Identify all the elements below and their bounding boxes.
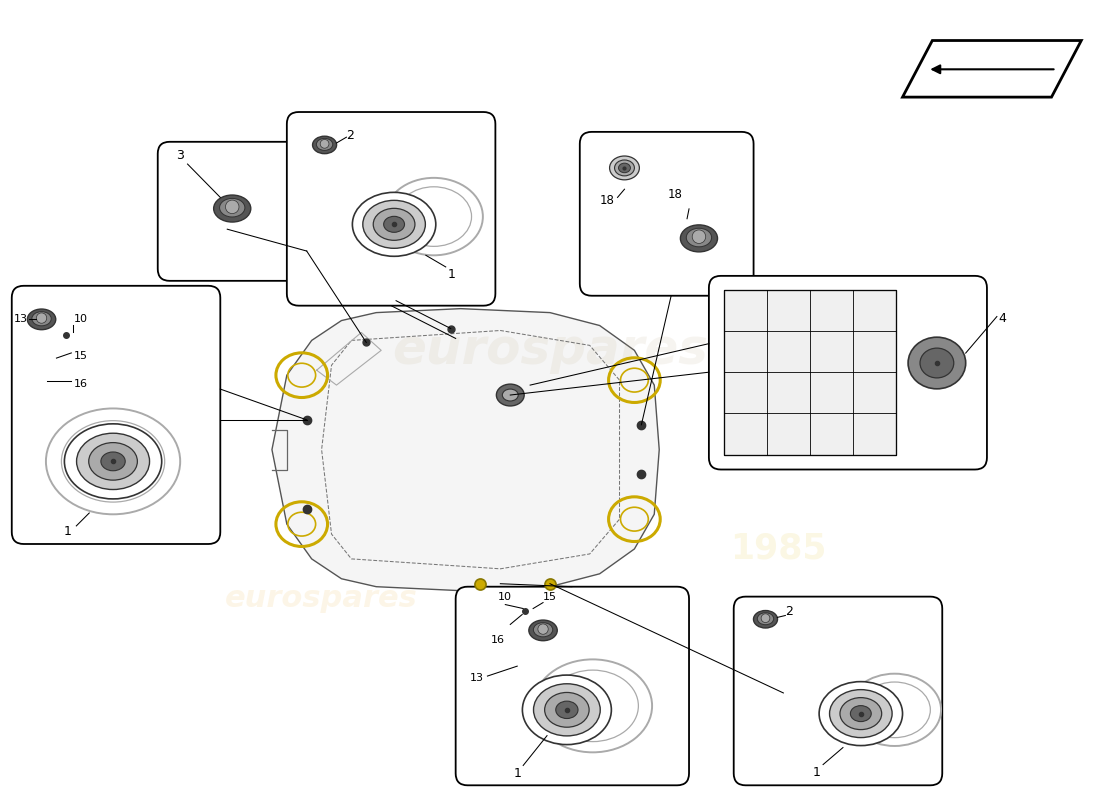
Circle shape — [692, 230, 706, 243]
FancyBboxPatch shape — [12, 286, 220, 544]
Ellipse shape — [848, 674, 942, 746]
Ellipse shape — [534, 659, 652, 752]
Text: eurospares: eurospares — [226, 584, 418, 613]
Polygon shape — [902, 41, 1081, 97]
Text: 1: 1 — [448, 268, 455, 281]
Ellipse shape — [609, 156, 639, 180]
Ellipse shape — [522, 675, 612, 745]
Text: 13: 13 — [14, 314, 28, 324]
Ellipse shape — [496, 384, 525, 406]
Circle shape — [320, 139, 329, 148]
Text: 3: 3 — [176, 150, 184, 162]
Ellipse shape — [556, 701, 578, 718]
Ellipse shape — [615, 160, 635, 176]
Ellipse shape — [757, 613, 773, 625]
Ellipse shape — [352, 192, 436, 256]
Ellipse shape — [373, 208, 415, 240]
Ellipse shape — [920, 348, 954, 378]
Text: 1: 1 — [64, 525, 72, 538]
Text: 18: 18 — [600, 194, 615, 207]
Ellipse shape — [32, 312, 52, 326]
Ellipse shape — [28, 309, 56, 330]
Ellipse shape — [77, 434, 150, 490]
Text: 15: 15 — [74, 350, 87, 361]
Ellipse shape — [101, 452, 125, 470]
Ellipse shape — [503, 389, 518, 401]
Text: 4: 4 — [999, 312, 1007, 325]
Ellipse shape — [312, 136, 337, 154]
Ellipse shape — [686, 228, 712, 247]
Text: 10: 10 — [497, 592, 512, 602]
Ellipse shape — [820, 682, 902, 746]
Text: 16: 16 — [491, 635, 505, 646]
FancyBboxPatch shape — [708, 276, 987, 470]
FancyBboxPatch shape — [734, 597, 943, 786]
Text: 15: 15 — [543, 592, 557, 602]
Ellipse shape — [363, 200, 426, 248]
Text: eurospares: eurospares — [392, 326, 708, 374]
Ellipse shape — [65, 424, 162, 499]
Text: 2: 2 — [785, 606, 793, 618]
Text: a parts: a parts — [387, 192, 455, 211]
Text: 1: 1 — [514, 767, 521, 780]
Ellipse shape — [544, 693, 590, 727]
Polygon shape — [272, 309, 659, 590]
Circle shape — [761, 614, 770, 622]
Text: 13: 13 — [470, 673, 484, 683]
Ellipse shape — [385, 178, 483, 255]
FancyBboxPatch shape — [157, 142, 307, 281]
Ellipse shape — [529, 620, 558, 641]
FancyBboxPatch shape — [580, 132, 754, 296]
Circle shape — [538, 624, 548, 634]
Ellipse shape — [754, 610, 778, 628]
FancyBboxPatch shape — [455, 586, 689, 786]
Ellipse shape — [213, 195, 251, 222]
Ellipse shape — [534, 622, 552, 637]
Ellipse shape — [384, 216, 405, 232]
Text: 18: 18 — [668, 188, 682, 201]
Text: 2: 2 — [346, 129, 354, 142]
Ellipse shape — [89, 442, 138, 480]
Ellipse shape — [909, 337, 966, 389]
Ellipse shape — [534, 684, 601, 736]
Ellipse shape — [829, 690, 892, 738]
Ellipse shape — [850, 706, 871, 722]
Text: 1985: 1985 — [730, 532, 826, 566]
Ellipse shape — [220, 198, 245, 217]
Ellipse shape — [840, 698, 882, 730]
Text: 1: 1 — [813, 766, 821, 778]
Bar — [724, 290, 896, 454]
Ellipse shape — [317, 138, 333, 150]
FancyBboxPatch shape — [287, 112, 495, 306]
Text: 10: 10 — [74, 314, 87, 324]
Ellipse shape — [46, 409, 180, 514]
Ellipse shape — [681, 225, 717, 252]
Text: 16: 16 — [74, 379, 87, 389]
Circle shape — [36, 313, 46, 323]
Ellipse shape — [618, 163, 630, 173]
Circle shape — [226, 200, 239, 214]
